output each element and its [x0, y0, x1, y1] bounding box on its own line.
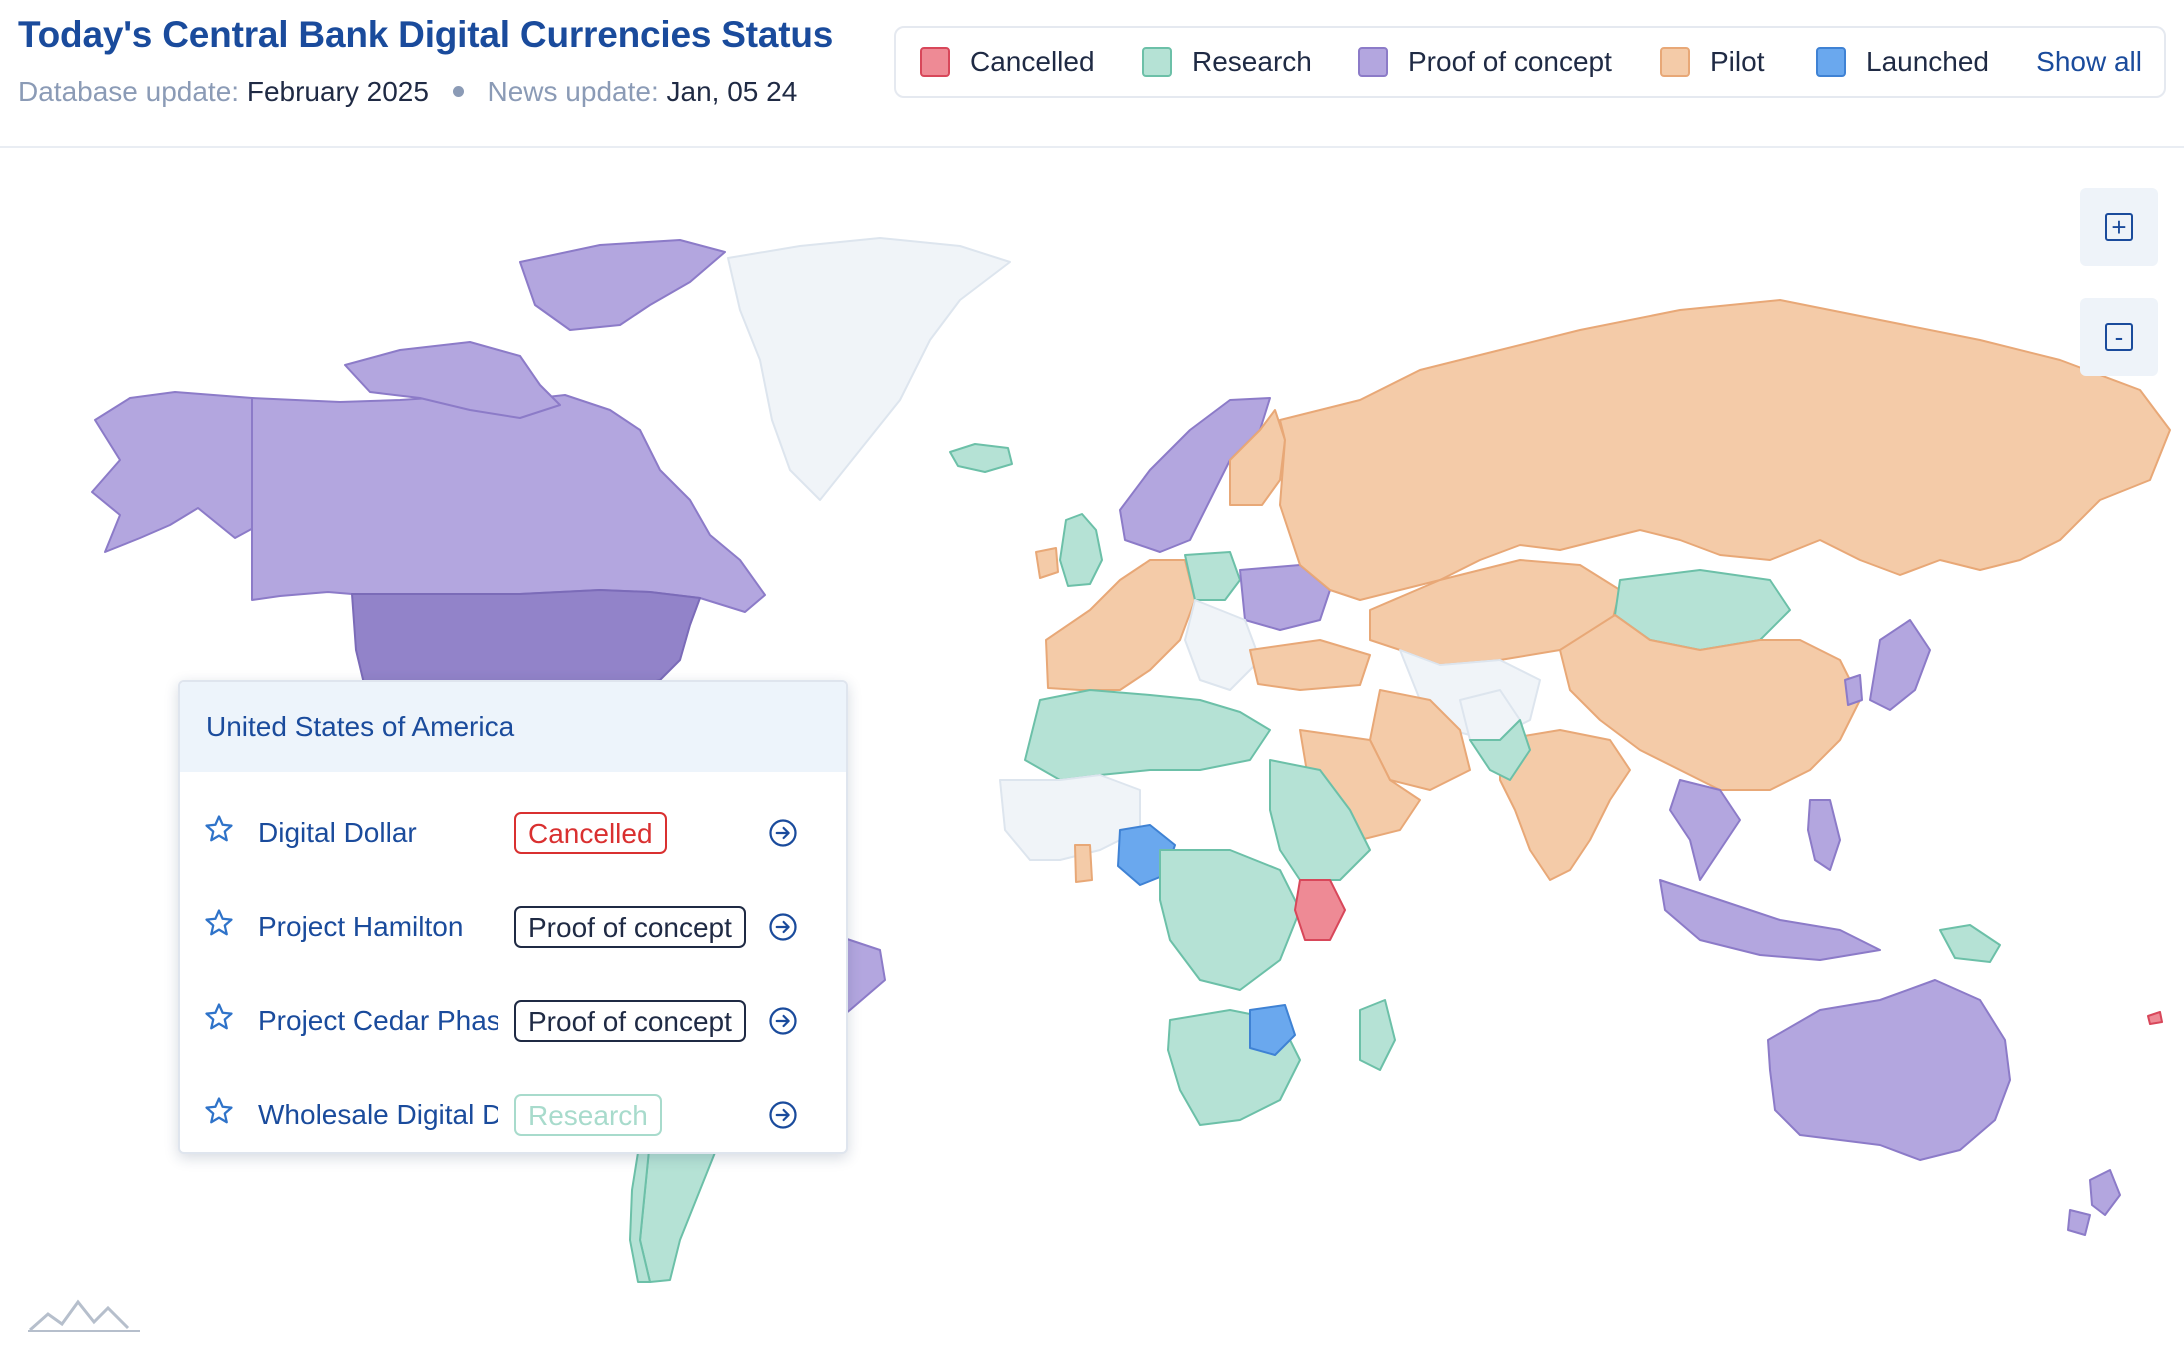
region-korea: [1844, 674, 1863, 706]
legend-item-launched[interactable]: Launched: [1816, 28, 1989, 96]
legend-item-research[interactable]: Research: [1142, 28, 1312, 96]
news-update-value: Jan, 05 24: [666, 76, 798, 107]
legend-label: Cancelled: [970, 46, 1095, 77]
region-north-africa: [1024, 689, 1271, 781]
db-update-value: February 2025: [246, 76, 429, 107]
region-usa: [351, 589, 701, 693]
star-icon[interactable]: [204, 814, 234, 844]
cancelled-swatch: [920, 47, 950, 77]
legend-label: Proof of concept: [1408, 46, 1612, 77]
region-china: [1559, 614, 1861, 791]
region-poland-central: [1184, 551, 1241, 601]
status-badge: Research: [514, 1094, 662, 1136]
minus-icon: -: [2105, 323, 2133, 351]
region-pacific-island: [2147, 1011, 2163, 1025]
project-name[interactable]: Project Cedar Phase: [258, 1005, 498, 1036]
star-icon[interactable]: [204, 1096, 234, 1126]
star-icon[interactable]: [204, 1002, 234, 1032]
project-name[interactable]: Digital Dollar: [258, 817, 417, 848]
region-japan: [1869, 619, 1931, 711]
region-madagascar: [1359, 999, 1396, 1071]
star-icon[interactable]: [204, 908, 234, 938]
region-russia: [1279, 299, 2171, 601]
page-title: Today's Central Bank Digital Currencies …: [18, 14, 834, 55]
arrow-circle-icon[interactable]: [768, 818, 798, 848]
update-info: Database update: February 2025 News upda…: [18, 76, 797, 108]
region-alaska: [91, 391, 269, 553]
legend-label: Research: [1192, 46, 1312, 77]
show-all-link[interactable]: Show all: [2036, 46, 2142, 77]
region-uk: [1059, 513, 1103, 587]
status-badge: Proof of concept: [514, 906, 746, 948]
separator-dot: [452, 86, 464, 98]
plus-icon: +: [2105, 213, 2133, 241]
project-name[interactable]: Project Hamilton: [258, 911, 464, 942]
site-logo-icon: [28, 1299, 140, 1332]
news-update-label: News update:: [487, 76, 659, 107]
project-row: Project Cedar Phase Proof of concept: [180, 974, 846, 1068]
country-tooltip: United States of America Digital Dollar …: [178, 680, 848, 1154]
arrow-circle-icon[interactable]: [768, 912, 798, 942]
region-se-asia: [1669, 779, 1741, 881]
arrow-circle-icon[interactable]: [768, 1006, 798, 1036]
proof-of-concept-swatch: [1358, 47, 1388, 77]
legend-item-proof-of-concept[interactable]: Proof of concept: [1358, 28, 1612, 96]
region-greenland: [727, 237, 1011, 501]
region-west-europe: [1045, 559, 1196, 691]
region-turkey: [1249, 639, 1371, 691]
status-badge: Cancelled: [514, 812, 667, 854]
region-pakistan: [1469, 719, 1531, 781]
region-indonesia: [1659, 879, 1881, 961]
region-philippines: [1807, 799, 1841, 871]
region-chile: [629, 1139, 651, 1283]
legend-label: Launched: [1866, 46, 1990, 77]
legend-item-cancelled[interactable]: Cancelled: [920, 28, 1095, 96]
region-ghana: [1074, 844, 1093, 883]
region-new-zealand: [2089, 1169, 2121, 1216]
region-png: [1939, 924, 2001, 963]
arrow-circle-icon[interactable]: [768, 1100, 798, 1130]
db-update-label: Database update:: [18, 76, 240, 107]
research-swatch: [1142, 47, 1172, 77]
region-australia: [1767, 979, 2011, 1161]
region-kenya: [1294, 879, 1346, 941]
region-ireland: [1035, 547, 1059, 579]
pilot-swatch: [1660, 47, 1690, 77]
region-nz-south: [2067, 1209, 2091, 1236]
legend: Cancelled Research Proof of concept Pilo…: [894, 26, 2166, 98]
header: Today's Central Bank Digital Currencies …: [0, 0, 2184, 148]
region-canada: [251, 394, 766, 613]
region-balkans: [1184, 599, 1261, 691]
project-row: Digital Dollar Cancelled: [180, 786, 846, 880]
zoom-out-button[interactable]: -: [2080, 298, 2158, 376]
legend-item-pilot[interactable]: Pilot: [1660, 28, 1764, 96]
zoom-in-button[interactable]: +: [2080, 188, 2158, 266]
status-badge: Proof of concept: [514, 1000, 746, 1042]
legend-label: Pilot: [1710, 46, 1765, 77]
project-name[interactable]: Wholesale Digital Dollar: [258, 1099, 498, 1130]
region-iceland: [949, 443, 1013, 473]
launched-swatch: [1816, 47, 1846, 77]
region-canada-islands: [344, 341, 561, 419]
project-row: Wholesale Digital Dollar Research: [180, 1068, 846, 1152]
region-ellesmere: [519, 239, 726, 331]
project-row: Project Hamilton Proof of concept: [180, 880, 846, 974]
region-east-africa: [1269, 759, 1371, 881]
region-central-africa: [1159, 849, 1301, 991]
tooltip-country-name: United States of America: [180, 682, 846, 772]
region-zimbabwe: [1249, 1004, 1296, 1056]
region-india: [1499, 729, 1631, 881]
